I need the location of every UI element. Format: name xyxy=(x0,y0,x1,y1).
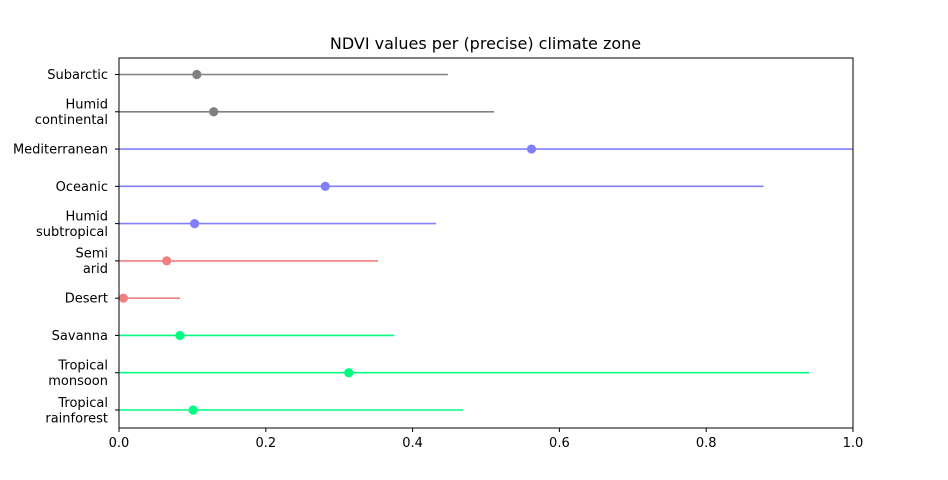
chart-row xyxy=(118,293,180,303)
chart-row xyxy=(119,181,764,191)
data-point xyxy=(190,219,200,229)
y-tick-label: Humid subtropical xyxy=(36,209,108,240)
chart-row xyxy=(119,256,379,266)
y-tick-label: Tropical rainforest xyxy=(45,396,108,427)
y-tick-label: Semi arid xyxy=(75,247,108,278)
data-point xyxy=(344,368,354,378)
chart-row xyxy=(119,368,809,378)
y-tick-label: Mediterranean xyxy=(13,143,108,158)
chart-title: NDVI values per (precise) climate zone xyxy=(330,34,641,53)
data-point xyxy=(209,107,219,117)
data-point xyxy=(118,293,129,303)
chart-row xyxy=(119,107,495,117)
chart-row xyxy=(119,144,853,154)
y-tick-label: Oceanic xyxy=(56,180,108,195)
data-point xyxy=(526,144,537,154)
x-tick-label: 0.8 xyxy=(696,436,717,451)
y-tick-label: Humid continental xyxy=(35,98,108,128)
data-rows xyxy=(118,69,853,415)
data-point xyxy=(192,69,202,80)
y-tick-label: Desert xyxy=(65,292,108,307)
y-tick-label: Subarctic xyxy=(47,68,108,83)
x-tick-label: 0.0 xyxy=(109,436,130,451)
x-tick-label: 1.0 xyxy=(843,436,864,451)
data-point xyxy=(175,330,185,341)
data-point xyxy=(320,181,330,191)
x-tick-label: 0.6 xyxy=(549,436,570,451)
chart-row xyxy=(119,219,437,229)
y-tick-label: Savanna xyxy=(52,329,108,344)
chart-row xyxy=(119,405,464,415)
chart-row xyxy=(119,330,395,341)
data-point xyxy=(162,256,172,266)
y-tick-label: Tropical monsoon xyxy=(48,358,108,389)
chart-row xyxy=(119,69,448,80)
axes: Subarctic Humid continental Mediterranean Oc… xyxy=(13,68,863,451)
x-tick-label: 0.4 xyxy=(402,436,423,451)
x-tick-label: 0.2 xyxy=(255,436,276,451)
data-point xyxy=(188,405,198,415)
plot-frame xyxy=(118,57,854,429)
